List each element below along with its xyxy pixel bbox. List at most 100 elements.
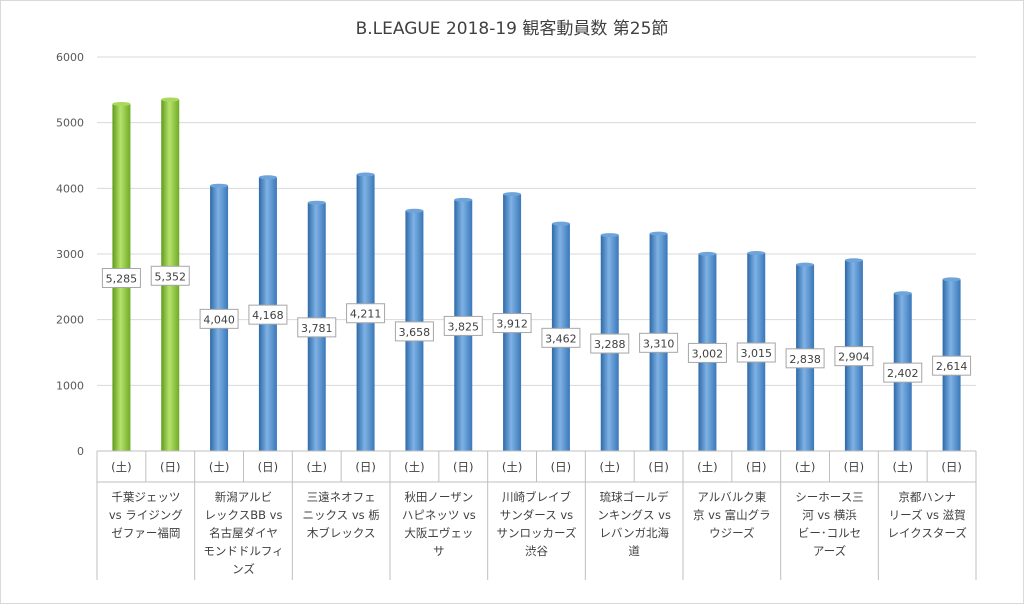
data-label-box (492, 313, 532, 334)
day-label: (土) (600, 460, 620, 474)
group-label: 京都ハンナ (898, 490, 956, 504)
bar-cap (356, 172, 375, 177)
group-label: 新潟アルビ (215, 490, 272, 504)
group-label: 名古屋ダイヤ (209, 526, 278, 540)
group-label: リーズ vs 滋賀 (889, 508, 966, 522)
data-label: 2,402 (887, 367, 919, 380)
data-label-box (346, 303, 386, 324)
group-label: ハピネッツ vs (402, 508, 476, 522)
data-label-box (150, 265, 190, 286)
bar-cap (942, 277, 961, 282)
day-label: (土) (893, 460, 913, 474)
y-tick-label: 5000 (56, 117, 84, 130)
bar-cap (307, 200, 326, 205)
data-label: 4,040 (203, 313, 235, 326)
group-label: 琉球ゴールデ (600, 490, 669, 504)
group-label: 木ブレックス (307, 526, 376, 540)
day-label: (日) (355, 460, 375, 474)
bar-cap (600, 233, 619, 238)
group-label: モンドドルフィ (203, 544, 283, 558)
group-label: ウジーズ (709, 526, 754, 540)
data-label: 3,781 (301, 322, 333, 335)
bar-cap (503, 192, 522, 197)
group-label: サ (433, 544, 445, 558)
bar-cap (649, 231, 668, 236)
group-label: レバンガ北海 (599, 526, 669, 540)
bar-cap (210, 183, 229, 188)
day-label: (日) (551, 460, 571, 474)
axes: 0 1000 2000 3000 4000 5000 6000 (土) (日) 千葉ジェッツ vs … (56, 51, 977, 580)
group-label: ニックス vs 栃 (303, 508, 380, 522)
group-label: 秋田ノーザン (404, 490, 473, 504)
data-label-box (639, 332, 679, 353)
data-label-box (785, 348, 825, 369)
gridlines (97, 56, 976, 386)
bar-cap (747, 251, 766, 256)
data-label-box (883, 362, 923, 383)
group-label: ンズ (232, 562, 255, 576)
group-label: アルバルク東 (697, 490, 766, 504)
data-label: 3,462 (545, 332, 577, 345)
bar-cap (796, 262, 815, 267)
group-label: レイクスターズ (887, 526, 966, 540)
data-label: 3,912 (496, 318, 528, 331)
data-label: 5,285 (106, 272, 138, 285)
group-label: 三遠ネオフェ (307, 490, 376, 504)
day-label: (日) (941, 460, 961, 474)
data-label-box (199, 308, 239, 329)
chart-title: B.LEAGUE 2018-19 観客動員数 第25節 (355, 19, 669, 39)
data-label-box (541, 327, 581, 348)
group-label: サンロッカーズ (497, 526, 577, 540)
group-label: 渋谷 (525, 544, 548, 558)
data-label-box (443, 315, 483, 336)
data-label: 3,002 (692, 347, 724, 360)
group-label: サンダース vs (500, 508, 573, 522)
y-tick-label: 0 (77, 445, 84, 458)
day-label: (日) (160, 460, 180, 474)
data-label-box (687, 342, 727, 363)
day-label: (土) (795, 460, 815, 474)
group-label: 河 vs 横浜 (802, 508, 857, 522)
data-label: 2,904 (838, 351, 870, 364)
day-label: (土) (502, 460, 522, 474)
bar-cap (112, 101, 131, 106)
data-label-box (297, 317, 337, 338)
data-label: 2,614 (936, 360, 968, 373)
day-label: (土) (111, 460, 131, 474)
bar-cap (844, 258, 863, 263)
bars (112, 97, 961, 452)
data-label-box (834, 346, 874, 367)
y-tick-label: 1000 (56, 379, 84, 392)
data-label: 3,288 (594, 338, 626, 351)
day-label: (土) (404, 460, 424, 474)
bar-cap (161, 97, 180, 102)
data-label: 2,838 (789, 353, 821, 366)
bar-cap (893, 291, 912, 296)
group-label: ビー･コルセ (798, 526, 861, 540)
data-label-box (932, 355, 972, 376)
group-label: 京 vs 富山グラ (693, 508, 771, 522)
y-tick-label: 2000 (56, 314, 84, 327)
data-label: 4,168 (252, 309, 284, 322)
group-label: 大阪エヴェッ (404, 526, 473, 540)
day-label: (日) (453, 460, 473, 474)
group-label: 道 (628, 544, 640, 558)
data-label-box (101, 267, 141, 288)
group-label: シーホース三 (795, 490, 863, 504)
data-label: 3,310 (643, 337, 675, 350)
day-label: (日) (746, 460, 766, 474)
y-tick-label: 3000 (56, 248, 84, 261)
day-label: (日) (844, 460, 864, 474)
day-label: (土) (307, 460, 327, 474)
group-label: レックスBB vs (205, 508, 283, 522)
group-label: ンキングス vs (597, 508, 671, 522)
bar-cap (454, 197, 473, 202)
bar-cap (405, 208, 424, 213)
data-label: 5,352 (155, 270, 187, 283)
group-label: vs ライジング (109, 508, 183, 522)
day-label: (日) (648, 460, 668, 474)
day-label: (土) (209, 460, 229, 474)
data-labels: 5,285 5,352 4,040 4,168 3,781 4,211 3,658 3,825… (101, 265, 972, 383)
group-label: ゼファー福岡 (111, 526, 180, 540)
